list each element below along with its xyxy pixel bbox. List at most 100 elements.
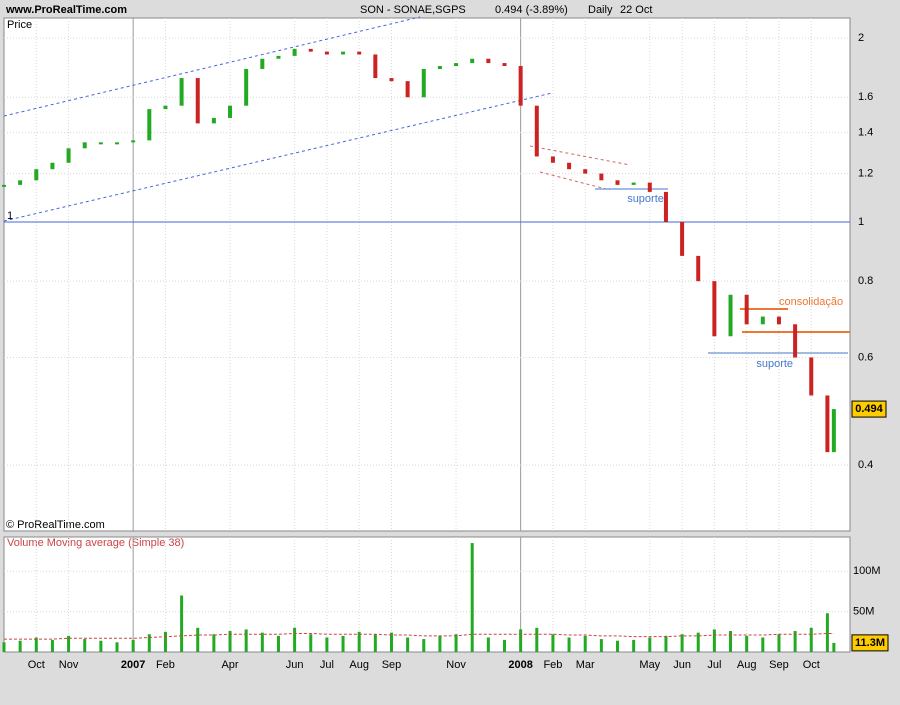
x-tick-label: Sep — [382, 659, 402, 671]
price-bar — [647, 182, 652, 192]
price-bar — [50, 162, 55, 170]
price-bar — [147, 109, 152, 141]
volume-bar — [406, 637, 410, 652]
price-bar — [793, 324, 798, 358]
x-tick-label: Jul — [707, 659, 721, 671]
volume-bar — [470, 543, 474, 652]
volume-bar — [583, 635, 587, 652]
price-bar — [211, 117, 216, 124]
y-tick-label: 50M — [853, 606, 874, 618]
price-bar — [244, 68, 249, 106]
volume-bar — [341, 635, 345, 652]
price-bar — [260, 58, 265, 69]
volume-bar — [228, 631, 232, 652]
volume-bar — [551, 634, 555, 652]
y-tick-label: 100M — [853, 565, 881, 577]
price-bar — [341, 51, 346, 55]
price-bar — [308, 48, 313, 52]
price-panel — [3, 17, 851, 532]
volume-bar — [567, 637, 571, 652]
volume-bar — [34, 637, 38, 652]
price-bar — [550, 156, 555, 163]
price-bar — [179, 78, 184, 106]
y-tick-label: 1.2 — [858, 167, 873, 179]
volume-bar — [712, 629, 716, 652]
price-bar — [276, 55, 281, 59]
price-bar — [357, 51, 362, 55]
volume-bar — [632, 639, 636, 652]
volume-bar — [745, 635, 749, 652]
y-tick-label: 1 — [858, 216, 864, 228]
volume-bar — [163, 631, 167, 652]
price-bar — [98, 142, 103, 145]
y-tick-label: 1.4 — [858, 127, 873, 139]
price-bar — [567, 162, 572, 170]
price-bar — [228, 105, 233, 118]
price-bar — [583, 169, 588, 174]
volume-bar — [293, 627, 297, 652]
x-tick-label: May — [639, 659, 660, 671]
volume-bar — [83, 639, 87, 652]
volume-bar — [276, 635, 280, 652]
price-bar — [831, 409, 836, 453]
x-tick-label: Aug — [737, 659, 757, 671]
volume-bar — [99, 640, 103, 652]
price-bar — [599, 173, 604, 181]
x-tick-label: Feb — [543, 659, 562, 671]
price-bar — [195, 78, 200, 124]
last-volume-label: 11.3M — [855, 637, 885, 649]
x-tick-label: Oct — [803, 659, 820, 671]
x-tick-label: Jun — [286, 659, 304, 671]
y-tick-label: 2 — [858, 32, 864, 44]
price-bar — [615, 180, 620, 185]
y-tick-label: 0.4 — [858, 459, 873, 471]
volume-bar — [438, 635, 442, 652]
price-bar — [163, 105, 168, 110]
reference-label: 1 — [7, 210, 13, 222]
volume-bar — [309, 634, 313, 652]
price-label: Price — [7, 19, 32, 31]
x-tick-label: Feb — [156, 659, 175, 671]
x-tick-label: Oct — [28, 659, 45, 671]
volume-bar — [422, 639, 426, 652]
last-volume-box — [851, 634, 889, 652]
period: Daily — [588, 4, 613, 16]
y-tick-label: 1.6 — [858, 91, 873, 103]
volume-bar — [357, 631, 361, 652]
price-bar — [744, 294, 749, 325]
volume-bar — [729, 631, 733, 652]
volume-bar — [825, 613, 829, 652]
price-bar — [34, 169, 39, 181]
price-bar — [389, 78, 394, 82]
price-bar — [809, 357, 814, 396]
x-tick-label: Mar — [576, 659, 595, 671]
volume-bar — [809, 627, 813, 652]
date: 22 Oct — [620, 4, 652, 16]
price-bar — [776, 316, 781, 325]
y-tick-label: 0.8 — [858, 275, 873, 287]
price-bar — [421, 68, 426, 98]
last: 0.494 (-3.89%) — [495, 4, 568, 16]
volume-bar — [389, 632, 393, 652]
x-tick-label: Sep — [769, 659, 789, 671]
volume-bar — [680, 634, 684, 652]
price-bar — [454, 63, 459, 67]
trend-channel — [3, 16, 631, 222]
annotation: consolidação — [779, 296, 843, 308]
last-price-box — [851, 400, 887, 418]
volume-bar — [373, 634, 377, 652]
x-tick-label: Nov — [59, 659, 79, 671]
volume-bar — [50, 639, 54, 652]
price-bar — [115, 142, 120, 145]
price-bar — [712, 281, 717, 337]
price-bar — [470, 58, 475, 64]
volume-bar — [454, 634, 458, 652]
volume-bar — [696, 632, 700, 652]
price-bar — [66, 148, 71, 163]
price-bar — [437, 66, 442, 69]
site: www.ProRealTime.com — [5, 4, 127, 16]
price-bar — [292, 48, 297, 56]
title: SON - SONAE,SGPS — [360, 4, 466, 16]
volume-bar — [131, 639, 135, 652]
volume-bar — [260, 632, 264, 652]
